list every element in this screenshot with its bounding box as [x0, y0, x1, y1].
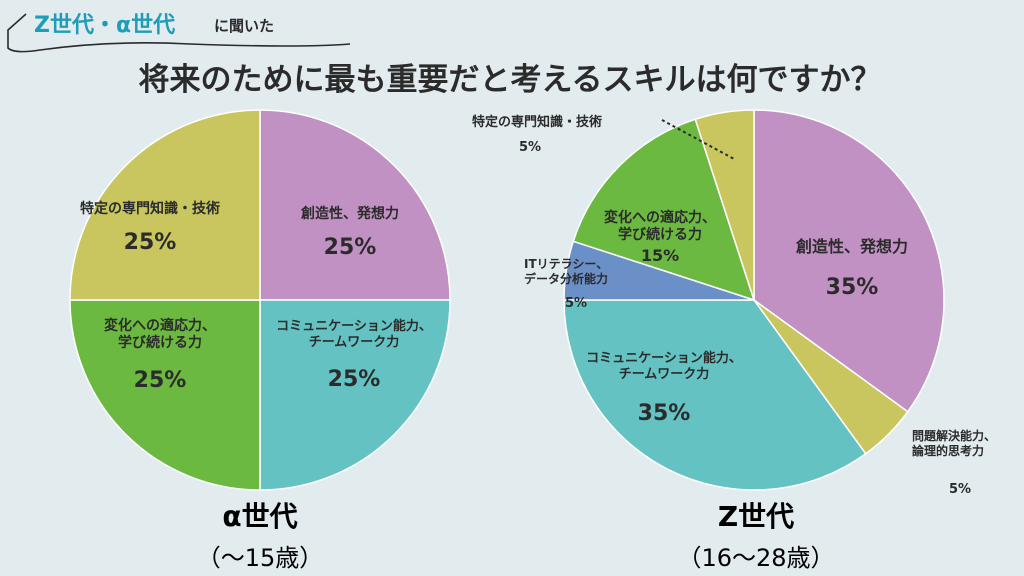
alpha-group-label: α世代 — [222, 500, 297, 533]
slice-label-communication: チームワーク力 — [309, 334, 400, 350]
leader-line — [661, 119, 737, 161]
slice-label-creativity: 創造性、発想力 — [300, 205, 399, 222]
slice-value-communication: 35% — [638, 401, 691, 426]
header-tag-suffix: に聞いた — [214, 17, 274, 35]
header-tag: Z世代・α世代 — [34, 13, 175, 38]
slice-label-communication: コミュニケーション能力、 — [586, 350, 742, 366]
z-group-sub: （16〜28歳） — [677, 544, 834, 572]
slice-value-communication: 25% — [328, 367, 381, 392]
pie-chart-z: 創造性、発想力 35% 問題解決能力、論理的思考力 5% コミュニケーション能力、チーム… — [472, 109, 996, 497]
pie-slice-specialized — [694, 109, 755, 301]
slice-label-it_literacy: データ分析能力 — [524, 271, 608, 286]
pie-chart-alpha: 創造性、発想力 25% コミュニケーション能力、チームワーク力 25% 変化への適応力、… — [69, 109, 451, 491]
pie-slice-creativity — [753, 109, 945, 413]
slice-value-specialized: 5% — [519, 140, 541, 155]
slice-value-creativity: 35% — [826, 275, 879, 300]
slice-label-specialized: 特定の専門知識・技術 — [472, 114, 602, 130]
pie-slice-adaptability — [69, 299, 261, 491]
pie-slice-communication — [259, 299, 451, 491]
slice-label-adaptability: 変化への適応力、 — [104, 317, 216, 334]
slice-label-adaptability: 学び続ける力 — [618, 226, 702, 243]
pie-slice-communication — [563, 299, 867, 491]
tag-bracket — [7, 13, 351, 53]
page-title: 将来のために最も重要だと考えるスキルは何ですか？ — [138, 62, 881, 98]
z-group-label: Z世代 — [718, 500, 794, 533]
slice-label-creativity: 創造性、発想力 — [795, 237, 908, 256]
alpha-group-sub: （〜15歳） — [197, 544, 324, 572]
slice-value-creativity: 25% — [324, 235, 377, 260]
slice-value-it_literacy: 5% — [565, 296, 587, 311]
slice-label-problem_solving: 論理的思考力 — [912, 443, 984, 458]
pie-slice-specialized — [69, 109, 261, 301]
slice-label-adaptability: 変化への適応力、 — [604, 209, 716, 226]
pie-slice-adaptability — [572, 118, 756, 302]
slice-label-adaptability: 学び続ける力 — [118, 334, 202, 351]
slice-label-communication: チームワーク力 — [619, 366, 710, 382]
pie-slice-creativity — [259, 109, 451, 301]
slice-value-specialized: 25% — [124, 230, 177, 255]
slice-value-problem_solving: 5% — [949, 482, 971, 497]
slice-label-specialized: 特定の専門知識・技術 — [80, 200, 220, 217]
slice-label-it_literacy: ITリテラシー、 — [524, 257, 608, 271]
slice-label-communication: コミュニケーション能力、 — [276, 318, 432, 334]
slice-value-adaptability: 15% — [641, 246, 679, 265]
slice-label-problem_solving: 問題解決能力、 — [912, 428, 996, 443]
slice-value-adaptability: 25% — [134, 368, 187, 393]
